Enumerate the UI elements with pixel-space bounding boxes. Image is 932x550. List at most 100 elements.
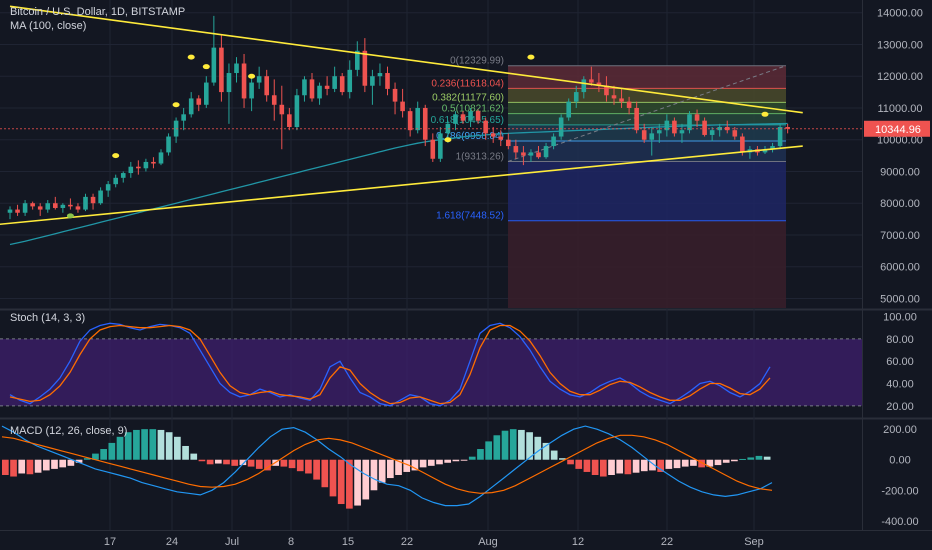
- candle-body: [694, 114, 700, 121]
- candle-body: [724, 127, 730, 131]
- macd-histogram-bar: [157, 429, 165, 460]
- y-tick-label: 12000.00: [877, 71, 923, 83]
- macd-histogram-bar: [305, 459, 312, 474]
- macd-histogram-bar: [690, 459, 697, 466]
- stoch-y-tick-label: 80.00: [886, 334, 914, 346]
- y-tick-label: 14000.00: [877, 8, 923, 20]
- macd-histogram-bar: [427, 459, 435, 466]
- stoch-k-line: [9, 322, 771, 407]
- candle-body: [619, 98, 624, 102]
- macd-histogram-bar: [534, 436, 542, 460]
- candle-body: [362, 50, 368, 86]
- stoch-d-line: [9, 324, 771, 405]
- candle-body: [271, 95, 277, 105]
- macd-histogram-bar: [550, 450, 558, 460]
- stoch-y-tick-label: 20.00: [886, 401, 914, 413]
- macd-histogram-bar: [575, 459, 583, 469]
- fib-zone: [508, 65, 786, 89]
- macd-histogram-bar: [493, 435, 501, 460]
- macd-histogram-bar: [583, 459, 591, 472]
- macd-histogram-bar: [223, 459, 230, 465]
- macd-histogram-bar: [255, 459, 263, 469]
- macd-histogram-bar: [149, 429, 157, 460]
- macd-histogram-bar: [59, 459, 67, 468]
- x-tick-label: 22: [401, 536, 413, 548]
- macd-histogram-bar: [2, 459, 9, 475]
- candle-body: [385, 73, 390, 89]
- candle-body: [566, 101, 571, 118]
- candle-body: [672, 120, 677, 134]
- candle-body: [370, 76, 375, 86]
- candle-body: [641, 130, 647, 140]
- candle-body: [611, 95, 617, 99]
- macd-histogram-bar: [731, 459, 738, 462]
- macd-histogram-bar: [608, 459, 615, 475]
- x-tick-label: Aug: [478, 536, 498, 548]
- macd-histogram-bar: [460, 459, 468, 461]
- x-tick-label: 17: [104, 536, 116, 548]
- macd-indicator-label: MACD (12, 26, close, 9): [10, 425, 128, 437]
- fib-zone: [508, 88, 786, 103]
- candle-body: [596, 82, 602, 86]
- macd-histogram-bar: [190, 453, 198, 460]
- x-tick-label: 8: [288, 536, 294, 548]
- macd-histogram-bar: [444, 459, 452, 463]
- candle-body: [37, 206, 43, 210]
- candle-body: [226, 73, 232, 93]
- ma-100-line: [9, 122, 788, 246]
- macd-histogram-bar: [706, 459, 714, 467]
- candle-body: [45, 203, 51, 210]
- candle-body: [483, 120, 488, 134]
- candle-body: [151, 161, 156, 164]
- candle-body: [604, 85, 609, 96]
- macd-histogram-bar: [681, 459, 689, 467]
- macd-histogram-bar: [411, 459, 419, 471]
- stoch-indicator-label: Stoch (14, 3, 3): [10, 312, 86, 324]
- macd-histogram-bar: [67, 459, 75, 466]
- candle-body: [143, 161, 149, 169]
- candle-body: [506, 139, 511, 147]
- y-tick-label: 5000.00: [880, 293, 920, 305]
- candle-body: [468, 111, 473, 121]
- macd-histogram-bar: [673, 459, 681, 469]
- candle-body: [166, 136, 171, 153]
- macd-histogram-bar: [182, 445, 189, 460]
- candle-body: [279, 104, 285, 115]
- macd-histogram-bar: [501, 430, 509, 460]
- candle-body: [188, 98, 194, 115]
- candle-body: [717, 127, 722, 131]
- candle-body: [234, 63, 239, 74]
- macd-histogram-bar: [141, 429, 148, 460]
- fib-zone: [508, 220, 786, 308]
- signal-marker: [527, 54, 535, 60]
- candle-body: [581, 79, 587, 93]
- macd-histogram-bar: [34, 459, 42, 473]
- candle-body: [22, 203, 28, 213]
- candle-body: [287, 114, 292, 128]
- candle-body: [60, 204, 66, 208]
- macd-histogram-bar: [165, 432, 173, 460]
- candle-body: [211, 47, 217, 83]
- last-price-tag: [864, 120, 930, 137]
- candle-body: [490, 133, 496, 137]
- y-tick-label: 11000.00: [877, 103, 922, 115]
- macd-histogram-bar: [231, 459, 239, 466]
- fib-level-label: 0.382(11177.60): [432, 92, 504, 103]
- candle-body: [196, 98, 202, 105]
- resistance-trendline: [9, 5, 803, 114]
- candle-body: [347, 69, 353, 93]
- candle-body: [68, 204, 73, 207]
- candle-body: [309, 79, 315, 99]
- fib-zone: [508, 141, 786, 162]
- candle-body: [264, 76, 269, 96]
- macd-histogram-bar: [739, 458, 746, 460]
- macd-histogram-bar: [133, 429, 140, 460]
- candle-body: [219, 47, 224, 93]
- macd-histogram-bar: [174, 436, 181, 460]
- fib-level-label: 1(9313.26): [456, 152, 504, 163]
- fib-zone: [508, 161, 786, 221]
- candle-body: [445, 123, 451, 134]
- candle-body: [536, 152, 541, 158]
- macd-histogram-bar: [591, 459, 599, 475]
